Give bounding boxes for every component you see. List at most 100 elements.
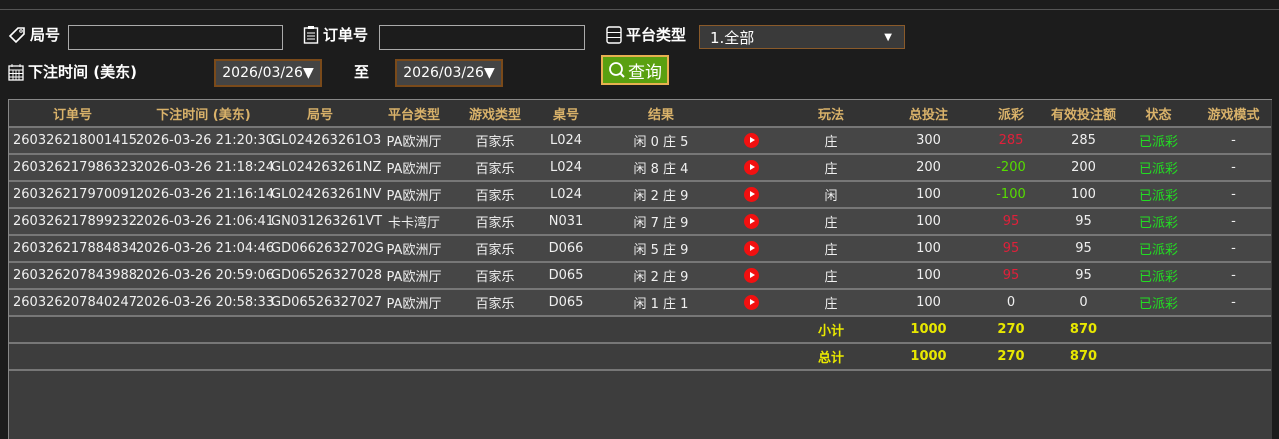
cell-status: 已派彩 [1121,127,1196,155]
cell-platform: PA欧洲厅 [369,262,459,290]
cell-play: 庄 [781,208,881,236]
order-label: 订单号 [303,24,368,45]
cell-mode: - [1196,154,1271,182]
column-header: 结果 [601,100,721,128]
cell-table: N031 [531,208,601,236]
cell-valid: 285 [1046,127,1121,155]
table-row: 260326217986323 2026-03-26 21:18:24 GL0242… [9,154,1271,182]
play-video-icon[interactable] [743,295,759,310]
clipboard-icon [303,25,319,44]
cell-platform: PA欧洲厅 [369,181,459,209]
cell-result: 闲 1 庄 1 [601,289,721,317]
to-label: 至 [354,63,370,81]
play-video-icon[interactable] [743,187,759,202]
date-to-picker[interactable]: 2026/03/26▼ [395,59,503,87]
cell-valid: 200 [1046,154,1121,182]
play-video-icon[interactable] [743,241,759,256]
cell-valid: 95 [1046,262,1121,290]
time-label: 下注时间 (美东) [8,61,137,82]
cell-order: 260326217970091 [9,181,137,209]
bet-records-table: 订单号 下注时间 (美东) 局号 平台类型 游戏类型 桌号 结果 玩法 总投注 派彩 有效投注额 状态… [8,99,1272,439]
cell-bet: 100 [881,208,976,236]
column-header: 玩法 [781,100,881,128]
cell-payout: 0 [976,289,1046,317]
cell-valid: 95 [1046,208,1121,236]
cell-mode: - [1196,181,1271,209]
table-row: 260326207843988 2026-03-26 20:59:06 GD0652… [9,262,1271,290]
cell-result: 闲 2 庄 9 [601,262,721,290]
play-video-icon[interactable] [743,160,759,175]
column-header: 游戏类型 [459,100,531,128]
cell-play: 庄 [781,127,881,155]
round-input[interactable] [68,25,283,50]
subtotal-payout: 270 [976,316,1046,344]
cell-game: 百家乐 [459,208,531,236]
cell-table: L024 [531,127,601,155]
table-row: 260326217884834 2026-03-26 21:04:46 GD0662… [9,235,1271,263]
search-icon [609,62,625,78]
column-header: 总投注 [881,100,976,128]
play-video-icon[interactable] [743,268,759,283]
cell-table: L024 [531,154,601,182]
query-button[interactable]: 查询 [601,55,669,85]
total-valid: 870 [1046,343,1121,371]
subtotal-label: 小计 [781,316,881,344]
cell-time: 2026-03-26 21:20:30 [136,127,274,155]
cell-round: GN031263261VT [271,208,382,236]
platform-select[interactable]: 1.全部 ▼ [699,25,905,49]
replay-cell [721,154,781,182]
play-video-icon[interactable] [743,133,759,148]
cell-time: 2026-03-26 20:59:06 [136,262,274,290]
table-header: 订单号 下注时间 (美东) 局号 平台类型 游戏类型 桌号 结果 玩法 总投注 派彩 有效投注额 状态… [9,100,1271,128]
cell-game: 百家乐 [459,181,531,209]
cell-result: 闲 2 庄 9 [601,181,721,209]
cell-status: 已派彩 [1121,289,1196,317]
cell-mode: - [1196,235,1271,263]
cell-round: GL024263261NZ [271,154,381,182]
cell-order: 260326217986323 [9,154,137,182]
column-header: 状态 [1121,100,1196,128]
cell-order: 260326217884834 [9,235,137,263]
cell-platform: PA欧洲厅 [369,235,459,263]
column-header: 桌号 [531,100,601,128]
replay-cell [721,262,781,290]
cell-game: 百家乐 [459,154,531,182]
cell-round: GD06526327028 [271,262,382,290]
cell-play: 庄 [781,235,881,263]
cell-time: 2026-03-26 21:06:41 [136,208,274,236]
cell-status: 已派彩 [1121,154,1196,182]
cell-payout: 95 [976,262,1046,290]
play-video-icon[interactable] [743,214,759,229]
cell-valid: 0 [1046,289,1121,317]
cell-round: GD06526327027 [271,289,382,317]
order-input[interactable] [379,25,585,50]
cell-table: D065 [531,262,601,290]
cell-mode: - [1196,127,1271,155]
replay-cell [721,289,781,317]
cell-order: 260326218001415 [9,127,137,155]
cell-order: 260326217899232 [9,208,137,236]
cell-bet: 100 [881,289,976,317]
cell-payout: 285 [976,127,1046,155]
cell-play: 庄 [781,154,881,182]
cell-round: GL024263261NV [271,181,381,209]
chevron-down-icon: ▼ [884,31,892,43]
cell-mode: - [1196,208,1271,236]
cell-table: L024 [531,181,601,209]
column-header [721,100,781,128]
tag-icon [8,26,25,43]
total-bet: 1000 [881,343,976,371]
cell-play: 闲 [781,181,881,209]
table-row: 260326218001415 2026-03-26 21:20:30 GL0242… [9,127,1271,155]
subtotal-bet: 1000 [881,316,976,344]
calendar-icon [8,63,24,81]
column-header: 派彩 [976,100,1046,128]
cell-game: 百家乐 [459,262,531,290]
replay-cell [721,127,781,155]
cell-game: 百家乐 [459,235,531,263]
cell-time: 2026-03-26 20:58:33 [136,289,274,317]
date-from-picker[interactable]: 2026/03/26▼ [214,59,322,87]
cell-payout: 95 [976,235,1046,263]
cell-time: 2026-03-26 21:04:46 [136,235,274,263]
cell-platform: PA欧洲厅 [369,127,459,155]
